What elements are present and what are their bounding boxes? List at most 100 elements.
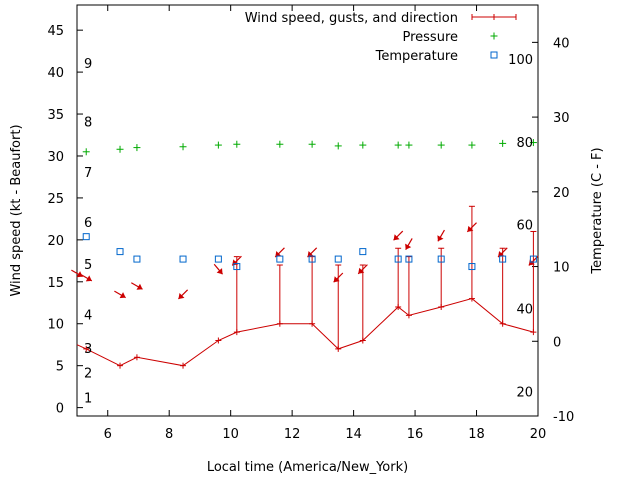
beaufort-label: 6 [84,216,92,231]
wind-speed-line [76,298,534,367]
temperature-point [82,233,90,241]
x-tick-label: 20 [530,427,547,442]
pressure-point [334,142,342,150]
y2-tick-label: 0 [553,335,561,350]
pressure-point [437,141,445,149]
x-tick-label: 10 [222,427,239,442]
temperature-point [214,255,222,263]
pressure-point [276,140,284,148]
beaufort-label: 7 [84,166,92,181]
wind-direction-arrow [114,290,126,299]
beaufort-label: 8 [84,116,92,131]
chart-data-group [71,139,539,369]
wind-direction-head [136,283,143,290]
x-tick-label: 8 [165,427,173,442]
pressure-point [405,141,413,149]
y2-tick-label: -10 [553,410,574,425]
x-tick-label: 6 [104,427,112,442]
y-tick-label: 35 [47,108,64,123]
wind-direction-head [85,275,92,282]
temperature-point [116,248,124,256]
temperature-point [133,255,141,263]
legend-label: Temperature [375,49,458,64]
wind-direction-head [275,251,282,258]
temperature-point [437,255,445,263]
wind-direction-head [307,251,314,258]
wind-direction-arrow [274,247,285,258]
wind-direction-head [178,292,185,299]
pressure-point [394,141,402,149]
wind-direction-head [405,243,412,250]
y2-tick-label: 30 [553,111,570,126]
wind-direction-head [467,225,474,232]
pressure-point [82,148,90,156]
wind-direction-arrow [178,289,189,300]
temperature-point [233,263,241,271]
legend-swatch-temperature [490,51,498,59]
wind-direction-head [216,268,223,275]
wind-direction-arrow [466,222,477,233]
x-tick-label: 16 [407,427,424,442]
pressure-point [529,139,537,147]
beaufort-label: 3 [84,342,92,357]
temperature-point [308,255,316,263]
beaufort-label: 4 [84,309,92,324]
fahrenheit-label: 60 [516,219,533,234]
y-tick-label: 5 [56,360,64,375]
wind-direction-head [119,292,126,299]
y-tick-label: 40 [47,66,64,81]
chart-frame-group [76,4,539,417]
y2-axis-label: Temperature (C - F) [590,147,605,274]
wind-direction-head [498,251,505,258]
wind-direction-arrow [131,282,143,290]
wind-direction-head [76,271,83,278]
chart-labels-group: 6 8 10 12 14 16 18 20051015202530354045-1001020… [9,24,605,475]
temperature-point [359,248,367,256]
temperature-point [334,255,342,263]
x-tick-label: 12 [284,427,301,442]
wind-direction-arrow [405,238,413,250]
temperature-point [179,255,187,263]
y-tick-label: 20 [47,234,64,249]
fahrenheit-label: 100 [508,53,533,68]
pressure-point [233,140,241,148]
y-tick-label: 25 [47,192,64,207]
pressure-point [308,140,316,148]
fahrenheit-label: 40 [516,302,533,317]
beaufort-label: 2 [84,366,92,381]
beaufort-label: 5 [84,258,92,273]
wind-direction-head [333,276,340,283]
wind-direction-arrow [71,269,83,278]
y-tick-label: 0 [56,402,64,417]
wind-direction-arrow [497,247,508,258]
pressure-point [133,144,141,152]
y-axis-label: Wind speed (kt - Beaufort) [9,124,24,296]
y-tick-label: 10 [47,318,64,333]
plot-frame [76,4,539,417]
fahrenheit-label: 80 [516,136,533,151]
y-tick-label: 30 [47,150,64,165]
beaufort-label: 1 [84,392,92,407]
legend-label: Pressure [402,30,458,45]
wind-direction-head [358,267,365,274]
fahrenheit-label: 20 [516,385,533,400]
wind-direction-arrow [213,263,224,275]
wind-direction-head [393,234,400,241]
y-tick-label: 45 [47,24,64,39]
wind-direction-arrow [333,272,344,283]
y2-tick-label: 10 [553,261,570,276]
wind-direction-head [437,235,444,242]
temperature-point [468,263,476,271]
temperature-point [529,255,537,263]
pressure-point [214,141,222,149]
temperature-point [405,255,413,263]
wind-direction-arrow [437,229,445,242]
wind-direction-arrow [357,264,368,275]
temperature-point [394,255,402,263]
pressure-point [499,139,507,147]
x-axis-label: Local time (America/New_York) [207,460,408,475]
y2-tick-label: 40 [553,36,570,51]
wind-direction-arrow [307,247,318,258]
y-tick-label: 15 [47,276,64,291]
